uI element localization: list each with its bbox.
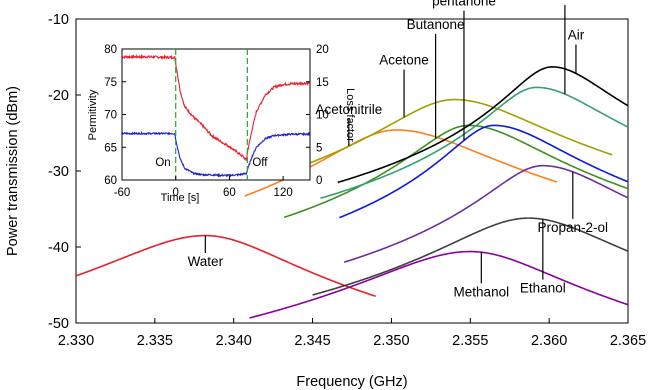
inset-ticks-group: -60 0 60 120 60 65 70 75 80 0 5 10 15 20 bbox=[104, 44, 329, 199]
x-tick-label: 2.345 bbox=[294, 333, 330, 349]
inset-y-tick-label: 75 bbox=[104, 77, 117, 89]
label-ethanol: Ethanol bbox=[520, 281, 566, 296]
series-line-acetone bbox=[265, 98, 613, 180]
label-pentanone: pentanone bbox=[432, 0, 496, 9]
inset-x-tick-label: 120 bbox=[274, 187, 293, 199]
x-tick-label: 2.355 bbox=[452, 333, 488, 349]
x-axis-title: Frequency (GHz) bbox=[296, 374, 407, 390]
series-line-air bbox=[337, 66, 628, 184]
y-tick-label: -10 bbox=[48, 12, 69, 28]
x-axis-ticks: 2.330 2.335 2.340 2.345 2.350 2.355 2.360 2.365 bbox=[58, 318, 646, 349]
y-axis-title: Power transmission (dBm) bbox=[5, 86, 21, 256]
x-tick-label: 2.360 bbox=[531, 333, 567, 349]
x-tick-label: 2.365 bbox=[610, 333, 646, 349]
series-line-chloroform bbox=[320, 86, 628, 200]
y-tick-label: -50 bbox=[48, 316, 69, 332]
inset-line-loss-factor bbox=[122, 130, 310, 178]
y-tick-label: -40 bbox=[48, 240, 69, 256]
inset-y2-tick-label: 10 bbox=[316, 110, 329, 122]
inset-frame bbox=[121, 48, 311, 181]
label-acetone: Acetone bbox=[379, 53, 429, 68]
label-air: Air bbox=[568, 28, 585, 43]
series-line-methanol bbox=[249, 250, 628, 319]
inset-y-tick-label: 80 bbox=[104, 44, 117, 56]
label-leaders-group bbox=[204, 5, 577, 284]
label-butanone: Butanone bbox=[407, 17, 465, 32]
label-water: Water bbox=[188, 254, 224, 269]
label-methanol: Methanol bbox=[454, 284, 510, 299]
inset-x-tick-label: -60 bbox=[114, 187, 131, 199]
inset-series-group bbox=[122, 53, 310, 178]
inset-x-tick-label: 0 bbox=[173, 187, 179, 199]
label-acetonitrile: Acetonitrile bbox=[315, 102, 382, 117]
series-line-4-methy-2-pentanone bbox=[339, 124, 628, 219]
marker-label-on: On bbox=[155, 157, 170, 169]
inset-y2-tick-label: 5 bbox=[316, 142, 322, 154]
y-tick-label: -20 bbox=[48, 88, 69, 104]
inset-y-axis-title: Permitivity bbox=[87, 89, 99, 140]
y-tick-label: -30 bbox=[48, 164, 69, 180]
y-axis-ticks: -10 -20 -30 -40 -50 bbox=[48, 12, 81, 332]
inset-y-tick-label: 70 bbox=[104, 110, 117, 122]
series-line-water bbox=[76, 234, 376, 298]
x-tick-label: 2.335 bbox=[137, 333, 173, 349]
inset-markers-group: On Off bbox=[155, 49, 268, 180]
x-tick-label: 2.350 bbox=[373, 333, 409, 349]
series-line-propan-2-ol bbox=[343, 164, 628, 263]
main-series-group bbox=[76, 66, 628, 319]
inset-y-tick-label: 60 bbox=[104, 175, 117, 187]
inset-x-tick-label: 60 bbox=[223, 187, 236, 199]
x-tick-label: 2.340 bbox=[216, 333, 252, 349]
x-tick-label: 2.330 bbox=[58, 333, 94, 349]
inset-line-permitivity bbox=[122, 53, 310, 161]
inset-x-axis-title: Time [s] bbox=[161, 192, 200, 204]
label-propan-2-ol: Propan-2-ol bbox=[538, 220, 609, 235]
series-line-ethanol bbox=[312, 217, 628, 296]
inset-y-tick-label: 65 bbox=[104, 142, 117, 154]
inset-y2-tick-label: 20 bbox=[316, 44, 329, 56]
series-labels-group: WaterAcetonitrileAcetoneButanone4-methy-… bbox=[188, 0, 609, 299]
inset-y2-tick-label: 0 bbox=[316, 175, 322, 187]
marker-label-off: Off bbox=[252, 157, 268, 169]
series-line-butanone bbox=[283, 124, 628, 219]
label-chloroform: Chloroform bbox=[532, 0, 599, 3]
inset-y2-tick-label: 15 bbox=[316, 77, 329, 89]
inset-y2-axis-title: Loss factor bbox=[344, 88, 356, 142]
